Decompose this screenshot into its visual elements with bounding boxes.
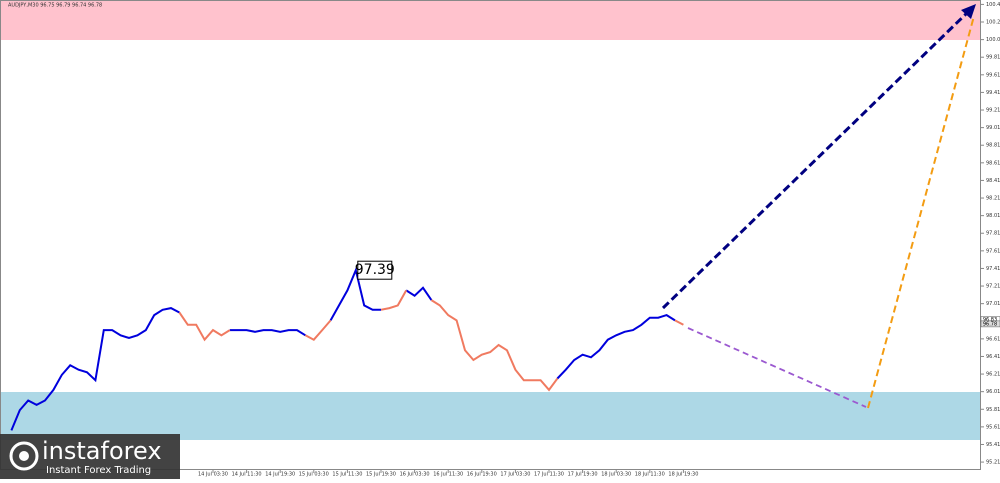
y-tick-label: 96.01 xyxy=(986,389,1000,395)
x-tick-label: 17 Jul 11:30 xyxy=(534,472,564,478)
peak-label-box xyxy=(357,260,393,280)
y-tick-label: 95.21 xyxy=(986,460,1000,466)
y-tick-label: 95.81 xyxy=(986,407,1000,413)
y-tick-label: 99.41 xyxy=(986,90,1000,96)
y-tick-label: 100.41 xyxy=(986,2,1000,8)
y-tick-label: 95.41 xyxy=(986,442,1000,448)
y-tick-label: 98.21 xyxy=(986,196,1000,202)
chart-title: AUDJPY,M30 96.75 96.79 96.74 96.78 xyxy=(8,3,102,9)
x-tick-label: 18 Jul 19:30 xyxy=(668,472,698,478)
forecast-line xyxy=(687,327,867,408)
price-tag xyxy=(980,320,1000,328)
y-tick-label: 98.81 xyxy=(986,143,1000,149)
y-tick-label: 99.61 xyxy=(986,72,1000,78)
y-tick-label: 97.01 xyxy=(986,301,1000,307)
y-tick-label: 100.01 xyxy=(986,37,1000,43)
y-tick-label: 96.61 xyxy=(986,336,1000,342)
plot: 95.21 95.41 95.61 95.81 96.01 96.21 96.41 96.61… xyxy=(10,2,1000,478)
x-tick-label: 14 Jul 11:30 xyxy=(232,472,262,478)
x-tick-label: 14 Jul 03:30 xyxy=(198,472,228,478)
forecast-line xyxy=(867,15,975,409)
price-line xyxy=(10,266,676,431)
peak-label: 97.39 xyxy=(355,262,395,278)
y-tick-label: 95.61 xyxy=(986,424,1000,430)
y-tick-label: 97.81 xyxy=(986,231,1000,237)
y-tick-label: 100.21 xyxy=(986,20,1000,26)
x-tick-label: 15 Jul 19:30 xyxy=(366,472,396,478)
x-tick-label: 16 Jul 03:30 xyxy=(400,472,430,478)
tagline: Instant Forex Trading xyxy=(46,465,151,476)
x-tick-label: 15 Jul 11:30 xyxy=(332,472,362,478)
watermark: instaforex Instant Forex Trading xyxy=(0,434,180,479)
resistance-zone xyxy=(0,0,980,40)
x-tick-label: 16 Jul 19:30 xyxy=(467,472,497,478)
watermark-bg xyxy=(0,434,180,479)
price-line xyxy=(178,289,684,392)
x-tick-label: 14 Jul 19:30 xyxy=(265,472,295,478)
y-tick-label: 98.61 xyxy=(986,160,1000,166)
y-tick-label: 97.41 xyxy=(986,266,1000,272)
logo xyxy=(9,441,39,471)
price-tag-label: 96.78 xyxy=(983,321,997,327)
y-tick-label: 99.21 xyxy=(986,108,1000,114)
logo xyxy=(19,451,29,461)
y-tick-label: 98.41 xyxy=(986,178,1000,184)
x-tick-label: 15 Jul 03:30 xyxy=(299,472,329,478)
y-tick-label: 96.21 xyxy=(986,372,1000,378)
x-tick-label: 18 Jul 11:30 xyxy=(635,472,665,478)
y-tick-label: 99.01 xyxy=(986,125,1000,131)
x-tick-label: 17 Jul 03:30 xyxy=(500,472,530,478)
y-tick-label: 97.61 xyxy=(986,248,1000,254)
brand: instaforex xyxy=(42,437,162,465)
x-tick-label: 16 Jul 11:30 xyxy=(433,472,463,478)
x-tick-label: 17 Jul 19:30 xyxy=(568,472,598,478)
plot-border xyxy=(0,0,981,470)
arrow-head xyxy=(961,4,976,19)
support-zone xyxy=(0,392,980,440)
price-tag-label: 96.83 xyxy=(983,317,997,323)
x-tick-label: 18 Jul 03:30 xyxy=(601,472,631,478)
y-tick-label: 98.01 xyxy=(986,213,1000,219)
y-tick-label: 99.81 xyxy=(986,55,1000,61)
y-tick-label: 97.21 xyxy=(986,284,1000,290)
forecast-arrow xyxy=(661,10,970,310)
y-tick-label: 96.41 xyxy=(986,354,1000,360)
